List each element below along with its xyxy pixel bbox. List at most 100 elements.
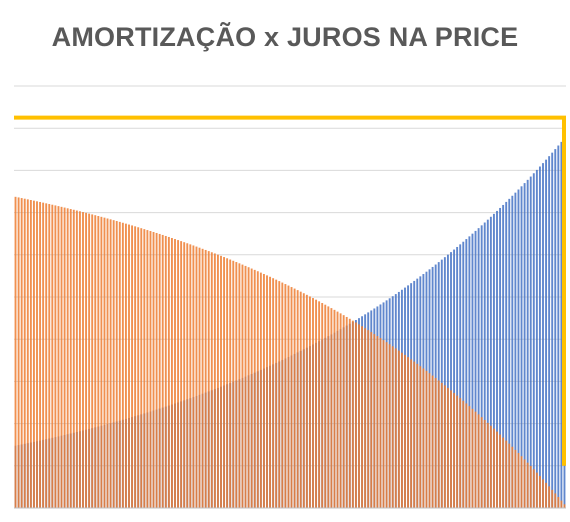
bar-juros [149, 231, 152, 508]
bar-juros [85, 212, 88, 508]
bar-juros [302, 293, 305, 508]
bar-juros [121, 222, 124, 508]
bar-amortizacao [502, 204, 505, 508]
bar-juros [213, 253, 216, 508]
bar-juros [446, 387, 449, 508]
bar-juros [244, 265, 247, 508]
bar-juros [517, 453, 520, 508]
bar-juros [75, 210, 78, 508]
bar-juros [422, 368, 425, 508]
bar-juros [535, 472, 538, 508]
bar-juros [78, 211, 81, 509]
bar-juros [115, 221, 118, 508]
bar-juros [272, 278, 275, 508]
bar-juros [256, 271, 259, 508]
bar-juros [54, 205, 57, 509]
bar-juros [278, 281, 281, 508]
bar-juros [336, 311, 339, 508]
bar-juros [462, 400, 465, 508]
bar-juros [63, 207, 66, 508]
bar-juros [563, 504, 566, 508]
bar-juros [532, 469, 535, 508]
bar-juros [545, 482, 548, 508]
bar-juros [477, 414, 480, 508]
bar-amortizacao [548, 156, 551, 509]
bar-juros [69, 209, 72, 509]
bar-juros [106, 218, 109, 509]
bar-juros [284, 284, 287, 508]
bar-juros [216, 254, 219, 508]
bar-juros [143, 229, 146, 508]
bar-juros [167, 236, 170, 508]
bar-juros [358, 324, 360, 508]
bar-amortizacao [560, 141, 563, 508]
bar-juros [413, 361, 416, 508]
bar-juros [204, 249, 207, 508]
bar-juros [382, 340, 385, 508]
bar-juros [195, 246, 198, 508]
bar-juros [468, 406, 471, 508]
bar-juros [529, 465, 532, 508]
bar-juros [548, 486, 551, 508]
bar-juros [327, 306, 330, 508]
bar-juros [66, 208, 69, 509]
bar-amortizacao [508, 198, 511, 509]
bar-juros [124, 223, 127, 508]
bar-juros [296, 290, 299, 508]
bar-juros [361, 326, 364, 508]
bar-amortizacao [505, 201, 508, 509]
bar-juros [238, 263, 241, 508]
bar-juros [450, 390, 452, 508]
bar-juros [324, 304, 327, 508]
bar-juros [48, 204, 51, 508]
bar-juros [520, 456, 523, 508]
bar-juros [29, 200, 32, 508]
bar-juros [109, 219, 112, 508]
bar-juros [269, 276, 272, 508]
bar-juros [333, 309, 336, 508]
bar-amortizacao [557, 145, 560, 508]
bar-amortizacao [477, 228, 480, 508]
bar-amortizacao [474, 230, 477, 508]
bar-amortizacao [545, 159, 548, 508]
bar-juros [299, 291, 302, 508]
bar-amortizacao [480, 225, 483, 508]
bar-juros [174, 239, 176, 508]
bar-juros [128, 224, 130, 509]
bar-juros [275, 279, 278, 508]
bar-juros [26, 199, 29, 508]
bar-juros [459, 398, 462, 508]
bar-juros [437, 380, 440, 508]
bar-amortizacao [465, 239, 468, 508]
bar-amortizacao [468, 236, 471, 508]
bar-juros [201, 248, 204, 508]
bar-juros [486, 422, 489, 508]
bar-juros [146, 230, 149, 508]
bar-juros [14, 196, 17, 508]
bar-juros [496, 431, 498, 508]
bar-juros [45, 203, 48, 508]
bar-juros [131, 225, 134, 508]
bar-juros [281, 282, 284, 508]
bar-juros [431, 375, 434, 508]
bar-juros [551, 489, 554, 508]
bar-juros [557, 497, 560, 508]
bar-juros [410, 359, 413, 508]
bar-juros [428, 373, 431, 508]
bar-juros [247, 267, 250, 508]
bar-juros [164, 235, 167, 508]
bar-juros [189, 244, 192, 509]
bar-juros [229, 259, 232, 508]
bar-amortizacao [542, 163, 544, 509]
bar-juros [492, 428, 495, 508]
bar-amortizacao [538, 166, 541, 508]
bar-juros [391, 346, 394, 508]
bar-juros [404, 354, 406, 508]
bar-juros [118, 221, 121, 508]
bar-amortizacao [462, 241, 465, 509]
bar-juros [351, 320, 354, 508]
bar-juros [318, 301, 321, 508]
bar-juros [293, 288, 296, 508]
bar-juros [82, 212, 84, 508]
